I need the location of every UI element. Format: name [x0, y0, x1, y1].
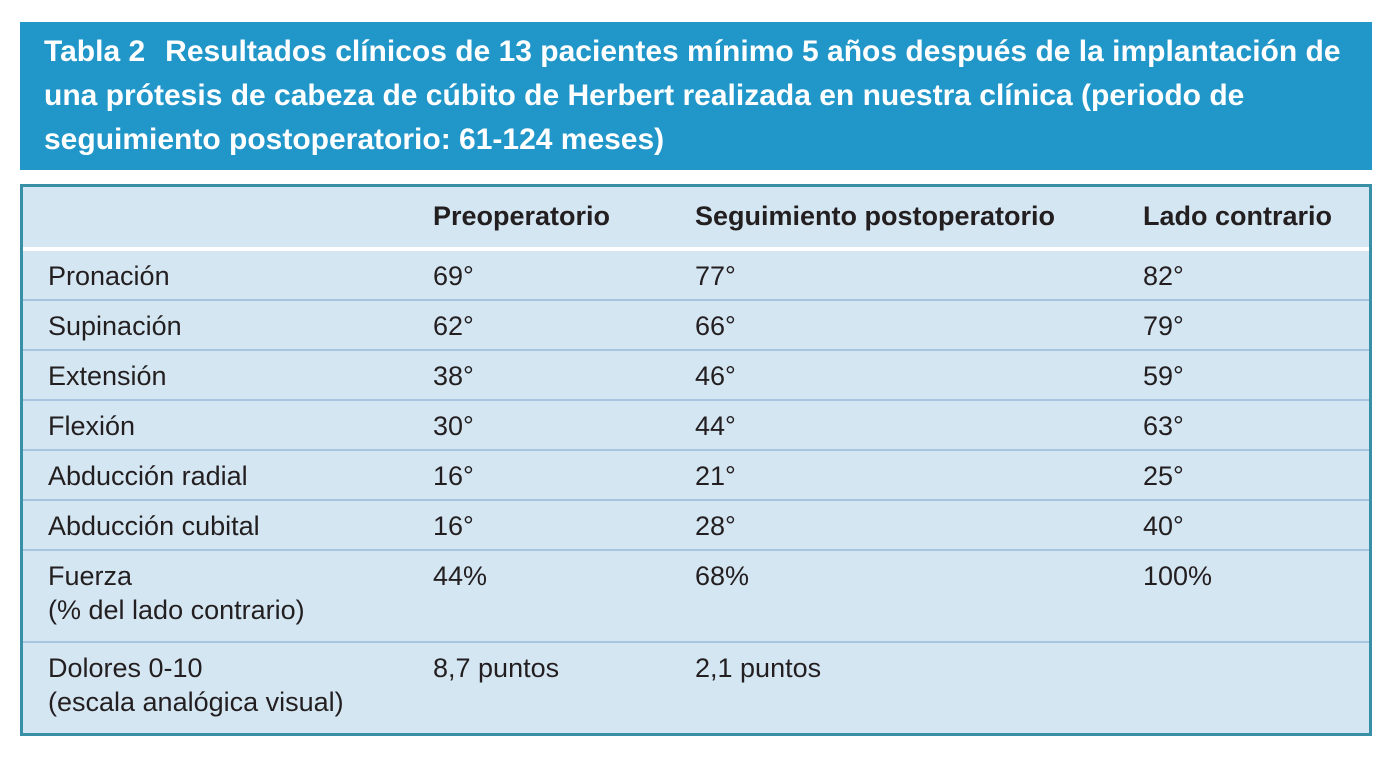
cell-contralateral [1143, 643, 1369, 733]
cell-preop: 44% [433, 561, 488, 591]
cell-contralateral: 40° [1143, 511, 1184, 541]
row-label: Extensión [48, 361, 167, 391]
cell-followup: 68% [695, 561, 750, 591]
cell-contralateral: 63° [1143, 411, 1184, 441]
cell-contralateral: 100% [1143, 561, 1213, 591]
column-header-seguimiento: Seguimiento postoperatorio [695, 201, 1056, 231]
table-row: Fuerza (% del lado contrario) 44% 68% 10… [23, 549, 1369, 641]
cell-preop: 16° [433, 461, 474, 491]
cell-followup: 66° [695, 311, 736, 341]
column-header-preoperatorio: Preoperatorio [433, 201, 611, 231]
cell-contralateral: 79° [1143, 311, 1184, 341]
header-row: Preoperatorio Seguimiento postoperatorio… [23, 187, 1369, 251]
cell-contralateral: 25° [1143, 461, 1184, 491]
cell-preop: 16° [433, 511, 474, 541]
data-table: Preoperatorio Seguimiento postoperatorio… [20, 184, 1372, 736]
cell-contralateral: 82° [1143, 261, 1184, 291]
table-row: Abducción radial 16° 21° 25° [23, 449, 1369, 499]
row-label: Abducción radial [48, 461, 248, 491]
row-label: Pronación [48, 261, 170, 291]
row-label: Abducción cubital [48, 511, 260, 541]
caption-text: Resultados clínicos de 13 pacientes míni… [44, 35, 1341, 156]
cell-preop: 69° [433, 261, 474, 291]
row-label: Supinación [48, 311, 182, 341]
cell-preop: 62° [433, 311, 474, 341]
header-empty [23, 187, 433, 247]
table-caption: Tabla 2 Resultados clínicos de 13 pacient… [20, 22, 1372, 170]
row-label: Dolores 0-10 (escala analógica visual) [23, 643, 433, 733]
table-2-figure: Tabla 2 Resultados clínicos de 13 pacient… [20, 22, 1372, 736]
row-label-line2: (escala analógica visual) [48, 687, 344, 717]
column-header-lado-contrario: Lado contrario [1143, 201, 1333, 231]
row-label: Flexión [48, 411, 136, 441]
row-label-line1: Dolores 0-10 [48, 653, 203, 683]
caption-body-gap [20, 170, 1372, 184]
table-row: Dolores 0-10 (escala analógica visual) 8… [23, 641, 1369, 733]
cell-preop: 8,7 puntos [433, 653, 560, 683]
row-label: Fuerza (% del lado contrario) [23, 551, 433, 641]
cell-followup: 28° [695, 511, 736, 541]
table-row: Extensión 38° 46° 59° [23, 349, 1369, 399]
cell-followup: 2,1 puntos [695, 653, 822, 683]
caption-label: Tabla 2 [44, 35, 146, 68]
cell-followup: 46° [695, 361, 736, 391]
cell-followup: 21° [695, 461, 736, 491]
row-label-line2: (% del lado contrario) [48, 595, 305, 625]
table-row: Pronación 69° 77° 82° [23, 251, 1369, 299]
row-label-line1: Fuerza [48, 561, 133, 591]
cell-preop: 30° [433, 411, 474, 441]
cell-followup: 44° [695, 411, 736, 441]
table-row: Abducción cubital 16° 28° 40° [23, 499, 1369, 549]
table-row: Flexión 30° 44° 63° [23, 399, 1369, 449]
table-row: Supinación 62° 66° 79° [23, 299, 1369, 349]
cell-preop: 38° [433, 361, 474, 391]
cell-followup: 77° [695, 261, 736, 291]
cell-contralateral: 59° [1143, 361, 1184, 391]
